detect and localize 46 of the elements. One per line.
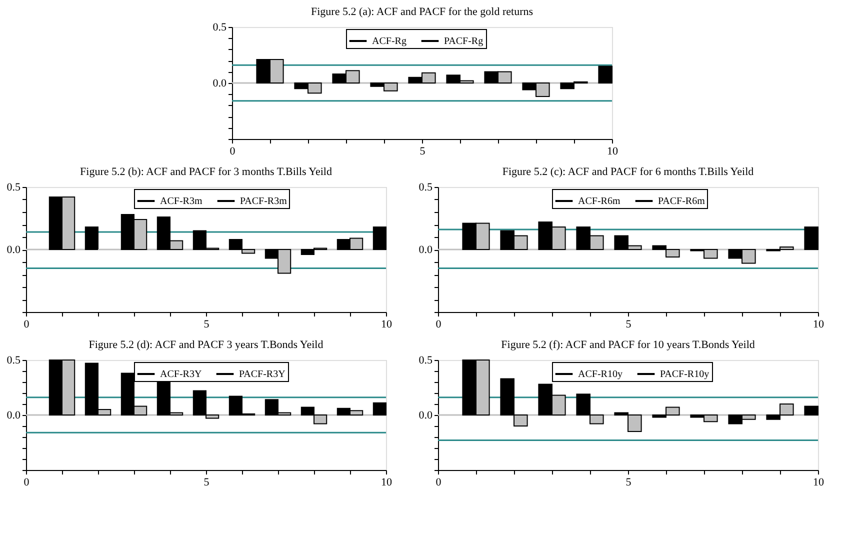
chart-title: Figure 5.2 (c): ACF and PACF for 6 months T.Bills Yeild [502,166,754,178]
x-tick-label: 5 [626,476,632,488]
y-tick-label: 0.0 [418,410,433,422]
bar [598,66,612,84]
y-tick-label: 0.0 [6,244,21,256]
legend-label: PACF-R3Y [239,369,286,380]
x-tick-label: 10 [381,476,392,488]
y-tick-label: 0.5 [6,354,21,366]
x-tick-label: 10 [813,476,824,488]
legend-label: ACF-R6m [578,196,620,207]
y-tick-label: 0.5 [418,182,433,194]
x-tick-label: 0 [436,476,442,488]
x-tick-label: 5 [204,318,210,330]
x-tick-label: 0 [230,146,236,158]
x-tick-label: 10 [381,318,392,330]
y-tick-label: 0.0 [6,410,21,422]
x-tick-label: 0 [436,318,442,330]
x-tick-label: 10 [607,146,618,158]
x-tick-label: 10 [813,318,824,330]
bar [84,226,98,250]
legend-label: PACF-R10y [660,369,710,380]
bar [804,406,818,416]
y-tick-label: 0.5 [212,22,227,34]
x-tick-label: 0 [24,476,30,488]
legend-label: ACF-Rg [372,36,406,47]
y-tick-label: 0.0 [418,244,433,256]
y-tick-label: 0.0 [212,78,227,90]
chart-title: Figure 5.2 (b): ACF and PACF for 3 months T.Bills Yeild [80,166,332,178]
legend-label: ACF-R3Y [160,369,202,380]
y-tick-label: 0.5 [6,182,21,194]
legend-label: PACF-Rg [444,36,484,47]
legend-label: PACF-R3m [240,196,288,207]
x-tick-label: 0 [24,318,30,330]
x-tick-label: 5 [626,318,632,330]
bar [372,226,386,250]
legend-label: ACF-R3m [160,196,202,207]
legend-label: ACF-R10y [578,369,622,380]
y-tick-label: 0.5 [418,354,433,366]
chart-title: Figure 5.2 (a): ACF and PACF for the gold returns [310,6,534,18]
bar [804,226,818,250]
bar [372,402,386,416]
chart-title: Figure 5.2 (d): ACF and PACF 3 years T.Bonds Yeild [88,339,324,351]
legend-label: PACF-R6m [658,196,706,207]
x-tick-label: 5 [420,146,426,158]
x-tick-label: 5 [204,476,210,488]
chart-title: Figure 5.2 (f): ACF and PACF for 10 years T.Bonds Yeild [501,339,756,351]
